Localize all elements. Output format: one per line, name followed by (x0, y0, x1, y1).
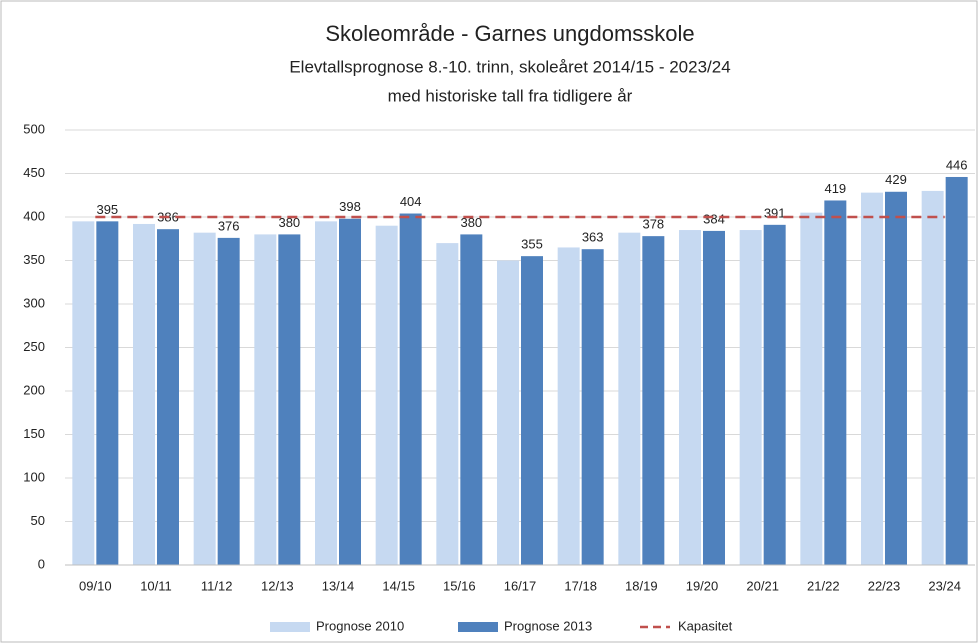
bar (618, 232, 641, 565)
bar (315, 221, 337, 565)
bar (521, 256, 543, 565)
y-tick-label: 250 (23, 339, 45, 354)
bar (193, 232, 216, 565)
bar (800, 212, 823, 565)
chart-title: Skoleområde - Garnes ungdomsskole (325, 21, 694, 46)
bar (339, 218, 361, 566)
data-label: 363 (582, 230, 604, 245)
y-tick-label: 450 (23, 165, 45, 180)
y-tick-label: 300 (23, 295, 45, 310)
legend-label: Prognose 2013 (504, 618, 592, 633)
bar (460, 234, 483, 565)
data-label: 395 (96, 202, 118, 217)
data-label: 419 (824, 181, 846, 196)
bar (497, 260, 519, 565)
bar (921, 190, 944, 565)
x-tick-label: 10/11 (140, 578, 172, 593)
bar (642, 236, 665, 565)
bar (581, 249, 604, 565)
y-tick-label: 400 (23, 208, 45, 223)
bar (739, 230, 762, 566)
bar (557, 247, 580, 565)
legend-label: Kapasitet (678, 618, 733, 633)
x-tick-label: 23/24 (928, 578, 961, 593)
x-tick-label: 11/12 (201, 578, 233, 593)
y-tick-label: 50 (31, 513, 45, 528)
x-tick-label: 18/19 (625, 578, 658, 593)
x-tick-label: 09/10 (79, 578, 112, 593)
bar (375, 225, 398, 565)
bar (96, 221, 119, 565)
chart-subtitle: Elevtallsprognose 8.-10. trinn, skoleåre… (289, 57, 730, 76)
bar (278, 234, 301, 565)
x-tick-label: 20/21 (746, 578, 779, 593)
bar (217, 237, 240, 565)
bar (254, 234, 277, 565)
data-label: 404 (400, 194, 422, 209)
bar (679, 230, 701, 566)
legend-swatch (458, 622, 498, 632)
data-label: 380 (460, 215, 482, 230)
bar (133, 223, 155, 565)
chart-subtitle: med historiske tall fra tidligere år (388, 86, 633, 105)
x-tick-label: 19/20 (686, 578, 719, 593)
bar (399, 213, 422, 565)
x-tick-label: 21/22 (807, 578, 840, 593)
x-tick-label: 15/16 (443, 578, 476, 593)
data-label: 384 (703, 211, 725, 226)
data-label: 378 (642, 217, 664, 232)
y-tick-label: 0 (38, 556, 45, 571)
data-label: 429 (885, 172, 907, 187)
bar (763, 224, 786, 565)
x-tick-label: 13/14 (322, 578, 355, 593)
y-tick-label: 100 (23, 469, 45, 484)
bar (885, 191, 907, 565)
data-label: 355 (521, 237, 543, 252)
x-tick-label: 22/23 (868, 578, 901, 593)
x-tick-label: 14/15 (382, 578, 415, 593)
bar (824, 200, 847, 565)
y-tick-label: 200 (23, 382, 45, 397)
bar (436, 243, 459, 565)
legend-label: Prognose 2010 (316, 618, 404, 633)
bar (945, 176, 968, 566)
data-label: 446 (946, 157, 968, 172)
data-label: 398 (339, 199, 361, 214)
data-label: 380 (278, 215, 300, 230)
x-tick-label: 16/17 (504, 578, 537, 593)
data-label: 376 (218, 218, 240, 233)
x-tick-label: 17/18 (564, 578, 597, 593)
bar (703, 230, 725, 566)
y-tick-label: 150 (23, 426, 45, 441)
bar (72, 221, 95, 565)
legend-swatch (270, 622, 310, 632)
y-tick-label: 350 (23, 252, 45, 267)
x-tick-label: 12/13 (261, 578, 294, 593)
bar (861, 192, 883, 565)
bar (157, 229, 179, 565)
y-tick-label: 500 (23, 121, 45, 136)
